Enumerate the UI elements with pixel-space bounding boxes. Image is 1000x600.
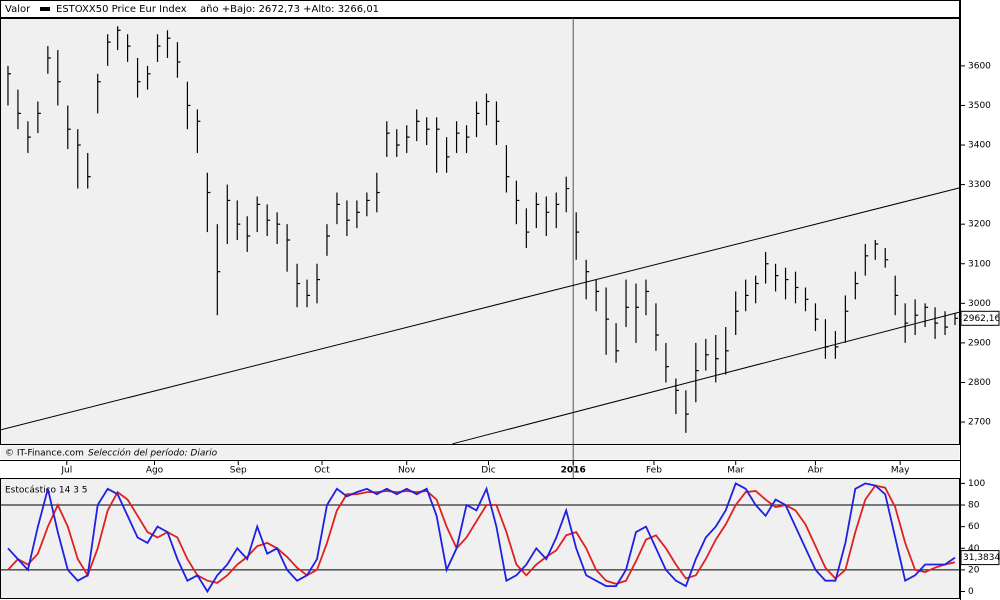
y-tick-label: 3300 bbox=[968, 180, 991, 190]
y-tick-label: 3600 bbox=[968, 61, 991, 71]
trend-line bbox=[0, 187, 961, 431]
y-tick-label: 2700 bbox=[968, 418, 991, 428]
stoch-panel bbox=[0, 478, 960, 599]
legend-swatch bbox=[40, 7, 50, 11]
last-value-label: 31,3834 bbox=[963, 553, 1000, 563]
x-tick-label: Nov bbox=[398, 466, 416, 476]
y-tick-label: 0 bbox=[968, 587, 974, 597]
x-tick-label: Sep bbox=[230, 466, 247, 476]
x-tick-label: Oct bbox=[314, 466, 330, 476]
y-tick-label: 3100 bbox=[968, 259, 991, 269]
y-tick-label: 80 bbox=[968, 501, 980, 511]
x-tick-label: Dic bbox=[481, 466, 495, 476]
last-value-label: 2962,16 bbox=[963, 314, 1000, 324]
x-tick-label: Abr bbox=[808, 466, 824, 476]
y-tick-label: 3200 bbox=[968, 220, 991, 230]
y-tick-label: 3000 bbox=[968, 299, 991, 309]
x-tick-label: Ago bbox=[146, 466, 164, 476]
stoch-title: Estocástico 14 3 5 bbox=[5, 486, 88, 496]
x-tick-label: May bbox=[891, 466, 910, 476]
y-tick-label: 40 bbox=[968, 544, 980, 554]
x-tick-label: Feb bbox=[646, 466, 662, 476]
y-tick-label: 60 bbox=[968, 522, 980, 532]
y-tick-label: 2800 bbox=[968, 378, 991, 388]
y-tick-label: 20 bbox=[968, 565, 980, 575]
y-tick-label: 100 bbox=[968, 479, 985, 489]
y-tick-label: 3400 bbox=[968, 141, 991, 151]
header-bar bbox=[0, 0, 960, 18]
x-tick-label: 2016 bbox=[561, 466, 586, 476]
y-tick-label: 3500 bbox=[968, 101, 991, 111]
footer-bar bbox=[0, 445, 960, 460]
last-value-box bbox=[960, 550, 1000, 566]
footer-period: Selección del período: Diario bbox=[88, 448, 218, 459]
header-label: Valor bbox=[5, 4, 31, 15]
trend-line bbox=[452, 311, 961, 445]
price-panel bbox=[0, 18, 960, 445]
x-tick-label: Jul bbox=[60, 466, 72, 476]
stoch-line bbox=[7, 482, 956, 594]
stoch-line bbox=[7, 484, 956, 585]
header-range: año +Bajo: 2672,73 +Alto: 3266,01 bbox=[200, 4, 379, 15]
y-tick-label: 2900 bbox=[968, 338, 991, 348]
plot-layer: 2700 2800 2900 3000 3100 3200 3300 3400 3500 3600… bbox=[0, 18, 1000, 597]
last-value-box bbox=[960, 310, 1000, 326]
footer-source: © IT-Finance.com bbox=[5, 449, 84, 459]
legend-entry: ESTOXX50 Price Eur Index bbox=[56, 4, 187, 15]
x-tick-label: Mar bbox=[727, 466, 744, 476]
